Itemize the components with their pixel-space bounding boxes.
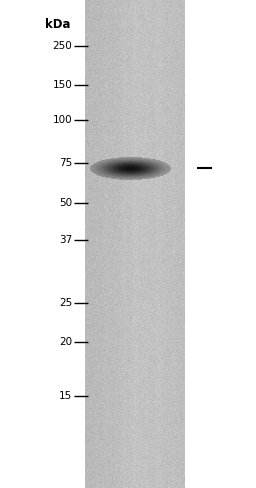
Text: 250: 250	[52, 41, 72, 51]
Text: 100: 100	[53, 115, 72, 124]
Text: 75: 75	[59, 159, 72, 168]
Text: kDa: kDa	[45, 18, 70, 31]
Text: 15: 15	[59, 391, 72, 401]
Text: 37: 37	[59, 235, 72, 245]
Text: 20: 20	[59, 337, 72, 346]
Text: 50: 50	[59, 198, 72, 207]
Text: 150: 150	[52, 81, 72, 90]
Text: 25: 25	[59, 298, 72, 307]
